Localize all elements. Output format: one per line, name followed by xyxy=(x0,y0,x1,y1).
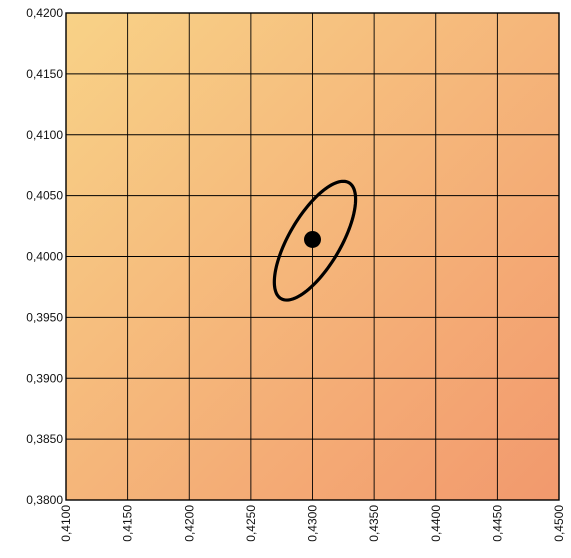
y-tick-label: 0,4150 xyxy=(26,67,63,81)
y-tick-label: 0,4000 xyxy=(26,250,63,264)
data-point xyxy=(304,230,321,248)
y-tick-label: 0,4200 xyxy=(26,6,63,20)
x-tick-label: 0,4350 xyxy=(367,505,381,542)
x-tick-label: 0,4100 xyxy=(59,505,73,542)
x-axis-tick-labels: 0,4100 0,4150 0,4200 0,4250 0,4300 0,4350 0,44… xyxy=(59,505,566,542)
data-layer xyxy=(272,179,358,302)
plot-frame xyxy=(65,12,560,501)
y-tick-label: 0,3800 xyxy=(26,493,63,507)
x-tick-label: 0,4200 xyxy=(182,505,196,542)
x-tick-label: 0,4300 xyxy=(306,505,320,542)
x-tick-label: 0,4150 xyxy=(121,505,135,542)
y-tick-label: 0,4050 xyxy=(26,189,63,203)
y-tick-label: 0,3850 xyxy=(26,432,63,446)
x-tick-label: 0,4500 xyxy=(552,505,566,542)
y-tick-label: 0,3950 xyxy=(26,310,63,324)
x-tick-label: 0,4400 xyxy=(429,505,443,542)
y-tick-label: 0,4100 xyxy=(26,128,63,142)
y-axis-tick-labels: 0,3800 0,3850 0,3900 0,3950 0,4000 0,4050 0,41… xyxy=(26,6,63,507)
x-tick-label: 0,4250 xyxy=(244,505,258,542)
x-tick-label: 0,4450 xyxy=(490,505,504,542)
confidence-ellipse xyxy=(272,179,358,302)
y-tick-label: 0,3900 xyxy=(26,371,63,385)
